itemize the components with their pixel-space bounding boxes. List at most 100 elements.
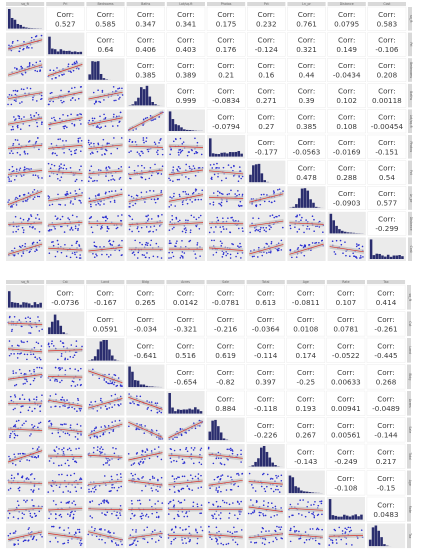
histogram-bar [19, 24, 22, 29]
scatter-point [20, 65, 23, 68]
scatter-point [49, 540, 51, 543]
scatter-point [259, 203, 262, 206]
diagonal-histogram [128, 85, 163, 106]
scatter-point [99, 127, 101, 130]
scatter-point [61, 215, 64, 218]
histogram-bar [142, 89, 146, 106]
histogram-bar [268, 457, 272, 467]
scatter-point [160, 173, 163, 175]
scatter-point [267, 505, 269, 508]
histogram-bar [174, 411, 177, 414]
scatter-point [270, 242, 273, 245]
regression-line [48, 376, 83, 378]
scatter-point [238, 246, 240, 249]
matrix-panel [126, 58, 165, 83]
scatter-point [175, 477, 178, 480]
scatter-point [230, 449, 232, 452]
diagonal-histogram [249, 163, 278, 183]
scatter-point [92, 91, 95, 94]
matrix-panel [246, 390, 286, 416]
scatter-point [212, 503, 214, 506]
scatter-point [70, 113, 72, 116]
scatter-point [238, 175, 240, 178]
corr-title: Corr: [338, 189, 356, 198]
scatter-point [112, 429, 115, 431]
histogram-bar [39, 302, 42, 308]
scatter-point [111, 421, 113, 423]
scatter-point [240, 461, 242, 463]
scatter-point [10, 474, 13, 477]
corr-title: Corr: [377, 500, 395, 509]
scatter-point [188, 532, 191, 535]
scatter-point [62, 113, 64, 116]
scatter-point [197, 487, 200, 489]
scatter-point [154, 143, 157, 145]
scatter-point [80, 139, 83, 142]
scatter-panel [289, 214, 325, 234]
scatter-point [131, 141, 134, 144]
scatter-point [100, 407, 102, 409]
scatter-point [339, 239, 342, 242]
row-strip-label: Lot/sq-ft [409, 115, 413, 129]
histogram-bar [102, 78, 106, 80]
scatter-point [229, 531, 231, 533]
scatter-point [63, 423, 66, 425]
scatter-point [13, 432, 16, 435]
scatter-point [250, 541, 252, 543]
scatter-point [90, 205, 92, 208]
scatter-point [158, 410, 161, 412]
scatter-point [156, 151, 158, 153]
scatter-point [112, 240, 115, 243]
scatter-point [177, 169, 179, 172]
histogram-bar [263, 180, 266, 183]
scatter-point [95, 203, 97, 206]
scatter-point [128, 194, 130, 197]
scatter-point [14, 532, 16, 534]
scatter-point [315, 528, 318, 531]
scatter-point [105, 175, 107, 177]
scatter-point [94, 400, 97, 403]
matrix-panel [327, 83, 367, 108]
scatter-point [234, 220, 237, 222]
scatter-point [19, 353, 21, 355]
scatter-point [69, 356, 72, 358]
scatter-point [196, 242, 199, 244]
scatter-point [116, 384, 119, 387]
scatter-point [297, 503, 299, 505]
scatter-point [96, 410, 99, 412]
scatter-point [239, 242, 241, 245]
scatter-point [63, 127, 66, 130]
scatter-point [17, 504, 20, 507]
scatter-point [100, 397, 102, 400]
corr-title: Corr: [258, 10, 276, 19]
scatter-point [22, 252, 25, 255]
scatter-point [144, 451, 147, 453]
corr-title: Corr: [298, 112, 316, 121]
scatter-point [28, 62, 31, 64]
scatter-point [113, 137, 115, 139]
matrix-panel [326, 443, 366, 469]
scatter-point [90, 226, 93, 228]
regression-line [248, 506, 283, 512]
scatter-point [148, 256, 151, 259]
regression-line [48, 91, 83, 100]
scatter-point [28, 63, 31, 65]
scatter-point [258, 514, 261, 517]
column-strip-label: Sale [222, 280, 229, 284]
scatter-panel [7, 239, 43, 257]
scatter-point [230, 476, 232, 479]
scatter-point [172, 499, 175, 501]
scatter-point [18, 345, 20, 347]
corr-title: Corr: [258, 61, 276, 70]
scatter-point [175, 242, 177, 245]
corr-title: Corr: [377, 474, 395, 483]
scatter-point [128, 206, 131, 208]
matrix-panel [206, 337, 245, 363]
scatter-point [18, 245, 21, 248]
matrix-panel [366, 311, 406, 337]
scatter-point [15, 118, 17, 120]
scatter-point [72, 69, 75, 72]
scatter-point [218, 514, 220, 516]
matrix-panel [367, 134, 407, 159]
scatter-point [24, 242, 27, 245]
